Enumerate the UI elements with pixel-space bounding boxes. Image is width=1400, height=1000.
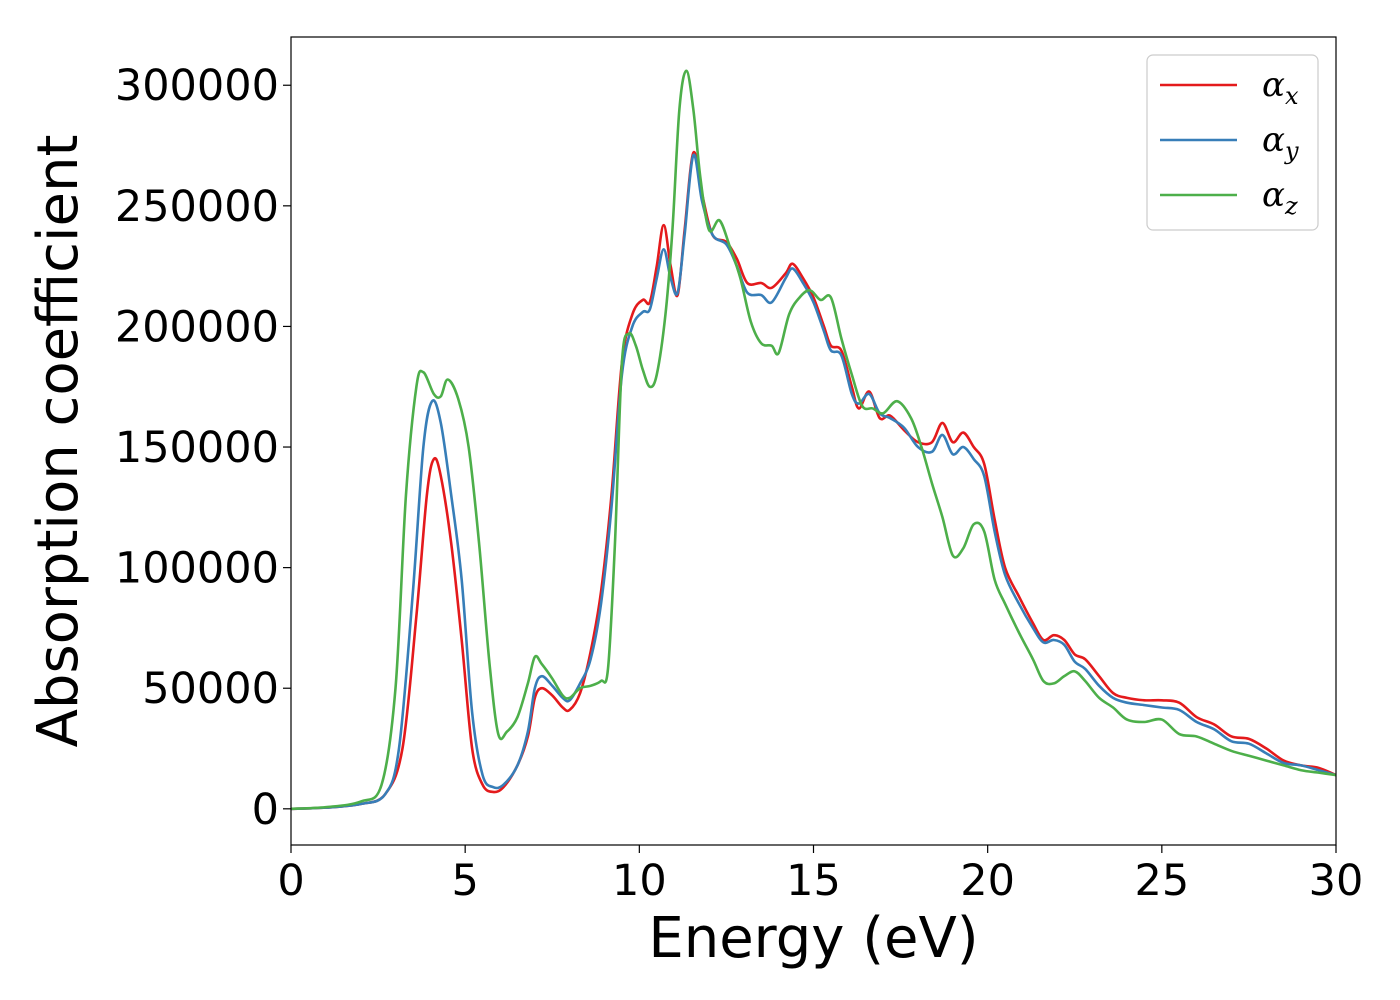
- y-tick-label: 300000: [115, 61, 279, 111]
- legend: αx αy αz: [1146, 54, 1319, 231]
- y-tick-label: 250000: [115, 182, 279, 232]
- x-tick-label: 10: [612, 856, 667, 906]
- y-axis: 0 50000 100000 150000 200000 250000 300000: [115, 61, 291, 835]
- y-tick-label: 0: [252, 785, 279, 835]
- legend-label-x: αx: [1262, 65, 1299, 110]
- x-axis: 0 5 10 15 20 25 30: [277, 845, 1363, 906]
- series-layer: [291, 69, 1336, 811]
- y-axis-label: Absorption coefficient: [26, 135, 91, 748]
- x-tick-label: 25: [1134, 856, 1189, 906]
- x-axis-label: Energy (eV): [648, 906, 978, 971]
- x-tick-label: 0: [277, 856, 304, 906]
- y-tick-label: 50000: [142, 664, 279, 714]
- x-tick-label: 15: [786, 856, 841, 906]
- legend-label-z: αz: [1262, 175, 1298, 220]
- x-tick-label: 5: [451, 856, 478, 906]
- y-tick-label: 200000: [115, 302, 279, 352]
- x-tick-label: 20: [960, 856, 1015, 906]
- series-line-y: [291, 153, 1336, 811]
- legend-label-y: αy: [1262, 120, 1299, 165]
- y-tick-label: 150000: [115, 423, 279, 473]
- series-line-x: [291, 150, 1336, 811]
- y-tick-label: 100000: [115, 544, 279, 594]
- series-line-z: [291, 69, 1336, 811]
- legend-box: [1146, 54, 1319, 231]
- x-tick-label: 30: [1309, 856, 1364, 906]
